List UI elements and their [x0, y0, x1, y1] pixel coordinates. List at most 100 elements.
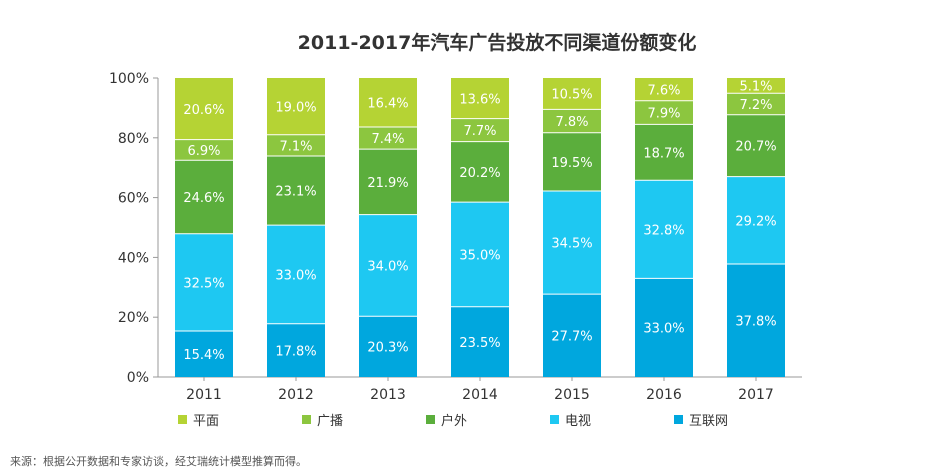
legend-swatch	[302, 415, 311, 424]
bar-segment	[727, 114, 785, 177]
bar-segment	[727, 176, 785, 264]
legend: 平面 广播 户外 电视 互联网	[178, 410, 798, 429]
bar-segment	[267, 134, 325, 157]
legend-swatch	[178, 415, 187, 424]
bar-segment	[175, 78, 233, 140]
data-label: 23.1%	[275, 185, 316, 200]
bar-segment	[543, 191, 601, 295]
bar-segment	[359, 149, 417, 215]
data-label: 20.7%	[735, 140, 776, 155]
x-tick-label: 2011	[186, 387, 222, 403]
bar-segment	[451, 118, 509, 142]
data-label: 18.7%	[643, 146, 684, 161]
data-label: 15.4%	[183, 348, 224, 363]
data-label: 7.7%	[463, 124, 496, 139]
bar-segment	[451, 306, 509, 377]
legend-swatch	[674, 415, 683, 424]
data-label: 34.5%	[551, 237, 592, 252]
x-tick-label: 2013	[370, 387, 406, 403]
data-label: 35.0%	[459, 248, 500, 263]
legend-label: 广播	[317, 414, 344, 429]
bar-segment	[543, 294, 601, 377]
bar-segment	[359, 214, 417, 317]
data-label: 32.5%	[183, 276, 224, 291]
x-tick-label: 2012	[278, 387, 314, 403]
data-label: 33.0%	[275, 268, 316, 283]
data-label: 7.9%	[647, 107, 680, 122]
data-label: 33.0%	[643, 322, 684, 337]
bar-segment	[635, 78, 693, 101]
y-tick-label: 20%	[118, 310, 149, 326]
source-note: 来源：根据公开数据和专家访谈，经艾瑞统计模型推算而得。	[10, 455, 307, 468]
data-label: 17.8%	[275, 344, 316, 359]
data-label: 20.2%	[459, 166, 500, 181]
y-tick-label: 0%	[127, 370, 149, 386]
y-tick-label: 40%	[118, 250, 149, 266]
legend-label: 互联网	[689, 414, 729, 429]
data-label: 6.9%	[187, 144, 220, 159]
bar-segment	[359, 316, 417, 377]
bar-segment	[175, 330, 233, 377]
data-label: 7.1%	[279, 139, 312, 154]
data-label: 20.6%	[183, 103, 224, 118]
bar-segment	[267, 323, 325, 377]
data-label: 19.5%	[551, 156, 592, 171]
bar-segment	[175, 160, 233, 234]
y-tick-label: 60%	[118, 191, 149, 207]
bar-segment	[635, 278, 693, 377]
bar-segment	[267, 156, 325, 226]
data-label: 7.2%	[739, 98, 772, 113]
data-label: 32.8%	[643, 223, 684, 238]
data-label: 10.5%	[551, 88, 592, 103]
data-label: 7.8%	[555, 115, 588, 130]
bar-segment	[451, 141, 509, 203]
bar-segment	[359, 78, 417, 128]
bar-segment	[175, 139, 233, 161]
data-label: 19.0%	[275, 100, 316, 115]
bar-segment	[543, 78, 601, 110]
data-label: 27.7%	[551, 330, 592, 345]
data-label: 23.5%	[459, 336, 500, 351]
bar-segment	[543, 132, 601, 192]
legend-item: 广播	[302, 410, 426, 429]
data-label: 7.6%	[647, 83, 680, 98]
legend-swatch	[426, 415, 435, 424]
bar-segment	[543, 109, 601, 133]
data-label: 24.6%	[183, 191, 224, 206]
bar-segment	[267, 225, 325, 324]
data-label: 34.0%	[367, 259, 408, 274]
legend-item: 户外	[426, 410, 550, 429]
bar-segment	[451, 78, 509, 119]
y-tick-label: 100%	[109, 71, 149, 87]
bar-segment	[635, 100, 693, 125]
data-label: 16.4%	[367, 97, 408, 112]
legend-swatch	[550, 415, 559, 424]
data-label: 13.6%	[459, 92, 500, 107]
bar-segment	[727, 263, 785, 377]
legend-label: 户外	[441, 414, 468, 429]
x-tick-label: 2015	[554, 387, 590, 403]
bar-segment	[451, 202, 509, 307]
bar-segment	[727, 93, 785, 115]
data-label: 20.3%	[367, 341, 408, 356]
data-label: 5.1%	[739, 80, 772, 95]
legend-label: 电视	[565, 414, 592, 429]
y-tick-label: 80%	[118, 131, 149, 147]
legend-item: 平面	[178, 410, 302, 429]
bar-segment	[635, 180, 693, 279]
chart-title: 2011-2017年汽车广告投放不同渠道份额变化	[297, 32, 697, 54]
bar-segment	[635, 124, 693, 181]
legend-label: 平面	[193, 414, 220, 429]
bar-segment	[175, 233, 233, 331]
data-label: 37.8%	[735, 314, 776, 329]
x-tick-label: 2016	[646, 387, 682, 403]
x-tick-label: 2017	[738, 387, 774, 403]
legend-item: 互联网	[674, 410, 798, 429]
data-label: 21.9%	[367, 176, 408, 191]
bar-segment	[727, 78, 785, 94]
bar-segment	[267, 78, 325, 135]
bar-segment	[359, 127, 417, 150]
x-tick-label: 2014	[462, 387, 498, 403]
data-label: 29.2%	[735, 214, 776, 229]
